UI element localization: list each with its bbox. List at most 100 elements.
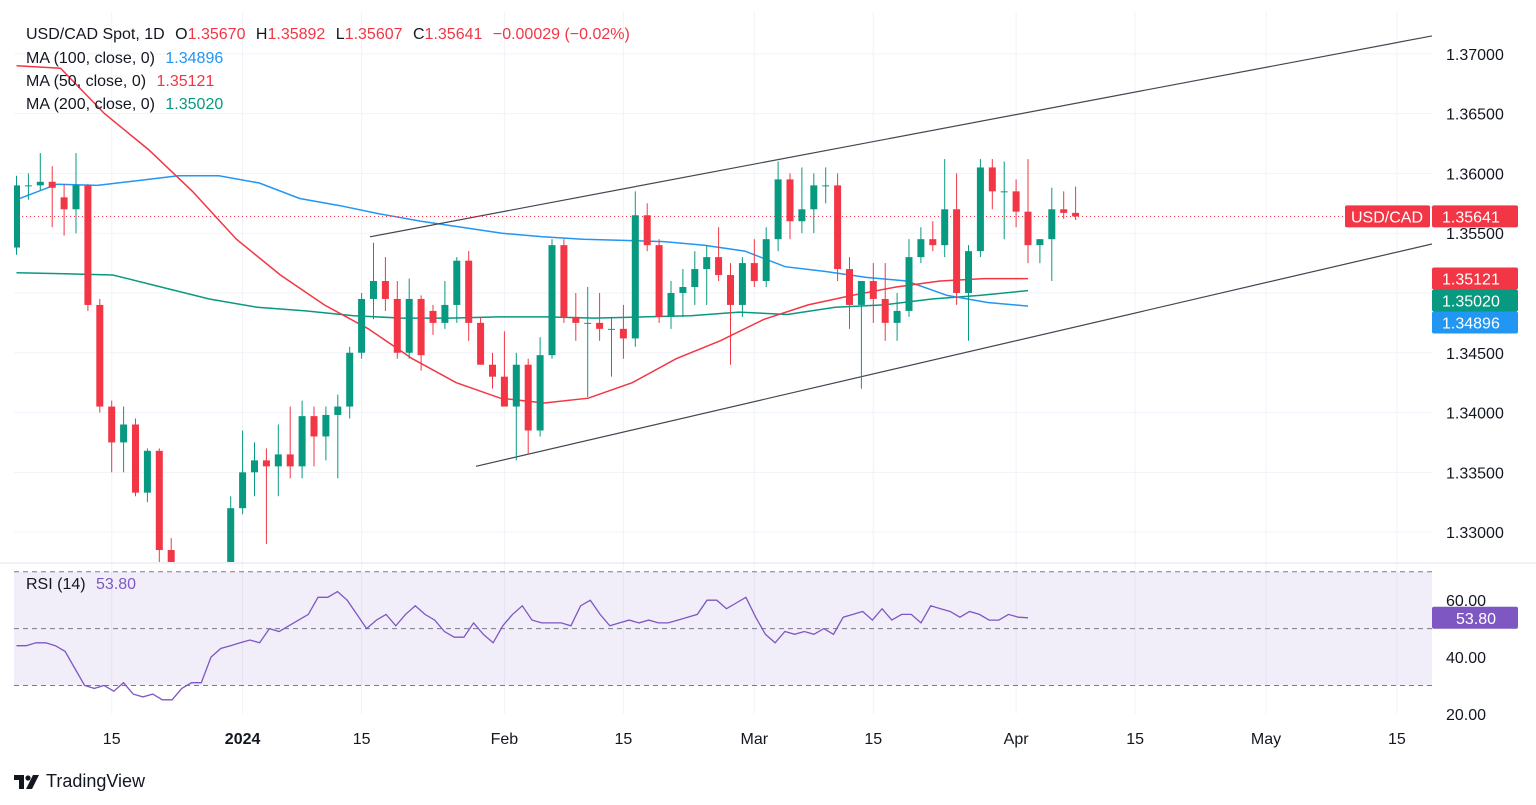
price-badge [1432,205,1518,228]
candle-body [941,209,949,246]
price-axis-label: 1.34500 [1446,346,1504,363]
rsi-axis-label: 60.00 [1446,593,1486,610]
candle-body [679,287,687,293]
candle-body [667,292,675,317]
candle-body [965,251,972,293]
candle-body [322,414,330,437]
candle-body [227,508,235,562]
candle-body [262,460,270,467]
ma100-legend: MA (100, close, 0) 1.34896 [26,50,223,68]
candle-body [1048,209,1056,240]
candle-body [536,355,544,431]
ma100-value: 1.34896 [165,50,224,67]
candle-body [727,275,734,305]
candle-body [750,263,758,282]
candle-body [524,364,532,431]
trendline-upper [369,35,1432,238]
candle-body [548,245,556,356]
price-badge-value: 1.35020 [1442,294,1500,311]
candle-body [869,281,877,299]
close-value: 1.35641 [424,26,483,43]
ma200-value: 1.35020 [165,96,224,113]
candle-body [286,454,294,467]
candle-body [298,416,306,467]
candle-body [596,322,604,329]
time-axis-label: 15 [615,731,633,748]
tradingview-logo[interactable]: TradingView [14,771,145,792]
candle-body [489,364,496,377]
time-axis-label: 2024 [225,731,261,748]
high-value: 1.35892 [267,26,326,43]
candle-body [72,185,80,210]
candle-body [167,550,175,562]
candle-body [358,298,366,353]
ma100-line [16,175,1029,307]
candle-body [500,376,508,407]
price-badge [1432,267,1518,290]
ma200-legend: MA (200, close, 0) 1.35020 [26,96,223,114]
rsi-legend: RSI (14) 53.80 [26,576,136,594]
rsi-badge [1432,606,1518,629]
close-label: C [412,26,425,43]
candle-body [584,322,592,324]
candle-body [155,450,163,551]
candle-body [715,257,723,276]
candle-body [132,424,139,493]
rsi-badge-value: 53.80 [1456,611,1496,628]
time-axis-label: Mar [741,731,769,748]
ma200-label: MA (200, close, 0) [26,96,155,113]
candle-body [24,185,32,187]
price-axis-label: 1.36500 [1446,107,1504,124]
price-axis-label: 1.33500 [1446,465,1504,482]
candle-body [417,298,425,356]
candle-body [1000,191,1008,193]
candle-body [393,298,401,353]
candle-body [655,245,663,317]
candle-body [370,281,377,299]
rsi-band-fill [14,571,1432,686]
price-axis-label: 1.34000 [1446,406,1504,423]
candle-body [1072,212,1080,217]
time-axis-label: 15 [353,731,371,748]
candle-body [143,450,151,493]
ma50-label: MA (50, close, 0) [26,73,147,90]
candle-body [929,239,937,246]
candle-body [798,209,806,222]
ma200-line [16,271,1029,319]
price-plot [14,35,1432,562]
tradingview-logo-icon [14,774,39,789]
ma100-label: MA (100, close, 0) [26,50,155,67]
time-axis-label: 15 [1126,731,1144,748]
candle-body [96,304,104,407]
price-axis-label: 1.33000 [1446,525,1504,542]
candle-body [988,167,996,192]
time-axis-label: 15 [1388,731,1406,748]
candle-body [441,304,449,323]
trendline-lower [475,243,1432,467]
candle-body [465,260,473,323]
open-label: O [175,26,188,43]
ma50-value: 1.35121 [156,73,215,90]
price-badge [1432,311,1518,334]
candle-body [477,322,485,365]
symbol-badge [1345,205,1430,228]
price-badge-value: 1.34896 [1442,316,1500,333]
rsi-axis-label: 40.00 [1446,650,1486,667]
candle-body [1012,191,1020,212]
candle-body [108,406,116,443]
candle-body [572,316,580,323]
candle-body [239,472,247,509]
candle-body [453,260,461,305]
candle-body [976,167,984,252]
candle-body [953,209,961,293]
candle-body [703,257,711,270]
symbol-badge-label: USD/CAD [1351,209,1423,226]
rsi-line [16,590,1029,701]
candle-body [346,352,354,407]
candle-body [846,269,853,305]
rsi-axis-label: 20.00 [1446,707,1486,724]
time-axis-label: Apr [1004,731,1030,748]
candle-body [786,179,794,222]
symbol-title: USD/CAD Spot, 1D [26,26,165,43]
